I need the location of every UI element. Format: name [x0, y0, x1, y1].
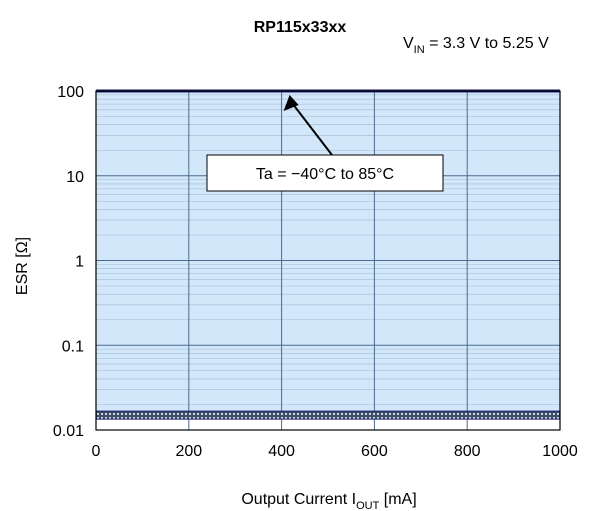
x-axis-ticks: 0 200 400 600 800 1000: [92, 443, 578, 460]
xlabel-suffix: [mA]: [379, 491, 416, 508]
xlabel-prefix: Output Current I: [241, 491, 356, 508]
annotation-arrow-line: [292, 104, 333, 156]
x-tick-label: 400: [268, 443, 295, 460]
y-tick-label: 0.1: [62, 338, 84, 355]
annotation-text: Ta = −40°C to 85°C: [256, 166, 394, 183]
y-tick-label: 0.01: [53, 423, 84, 440]
subtitle-subscript: IN: [414, 44, 425, 56]
lower-boundary-band: [96, 411, 560, 420]
plot-frame: [95, 90, 561, 431]
x-tick-label: 200: [175, 443, 202, 460]
subtitle-prefix: V: [403, 35, 414, 52]
y-tick-label: 10: [66, 169, 84, 186]
y-axis-label: ESR [Ω]: [14, 237, 31, 295]
subtitle-suffix: = 3.3 V to 5.25 V: [425, 35, 549, 52]
stable-region: [96, 91, 560, 416]
x-tick-label: 800: [454, 443, 481, 460]
xlabel-subscript: OUT: [356, 500, 380, 511]
stable-region-fill: [96, 91, 560, 416]
x-axis-label: Output Current IOUT [mA]: [241, 491, 416, 511]
x-tick-label: 0: [92, 443, 101, 460]
y-axis-ticks: 0.01 0.1 1 10 100: [53, 84, 84, 440]
y-tick-label: 100: [57, 84, 84, 101]
chart-subtitle: VIN = 3.3 V to 5.25 V: [403, 35, 549, 56]
annotation-box: [206, 154, 444, 192]
annotation-arrow-head: [283, 95, 299, 111]
plot-border: [95, 90, 561, 431]
x-tick-label: 1000: [542, 443, 578, 460]
x-tick-label: 600: [361, 443, 388, 460]
y-tick-label: 1: [75, 254, 84, 271]
chart-title: RP115x33xx: [254, 19, 347, 36]
annotation-group: Ta = −40°C to 85°C: [206, 95, 444, 192]
